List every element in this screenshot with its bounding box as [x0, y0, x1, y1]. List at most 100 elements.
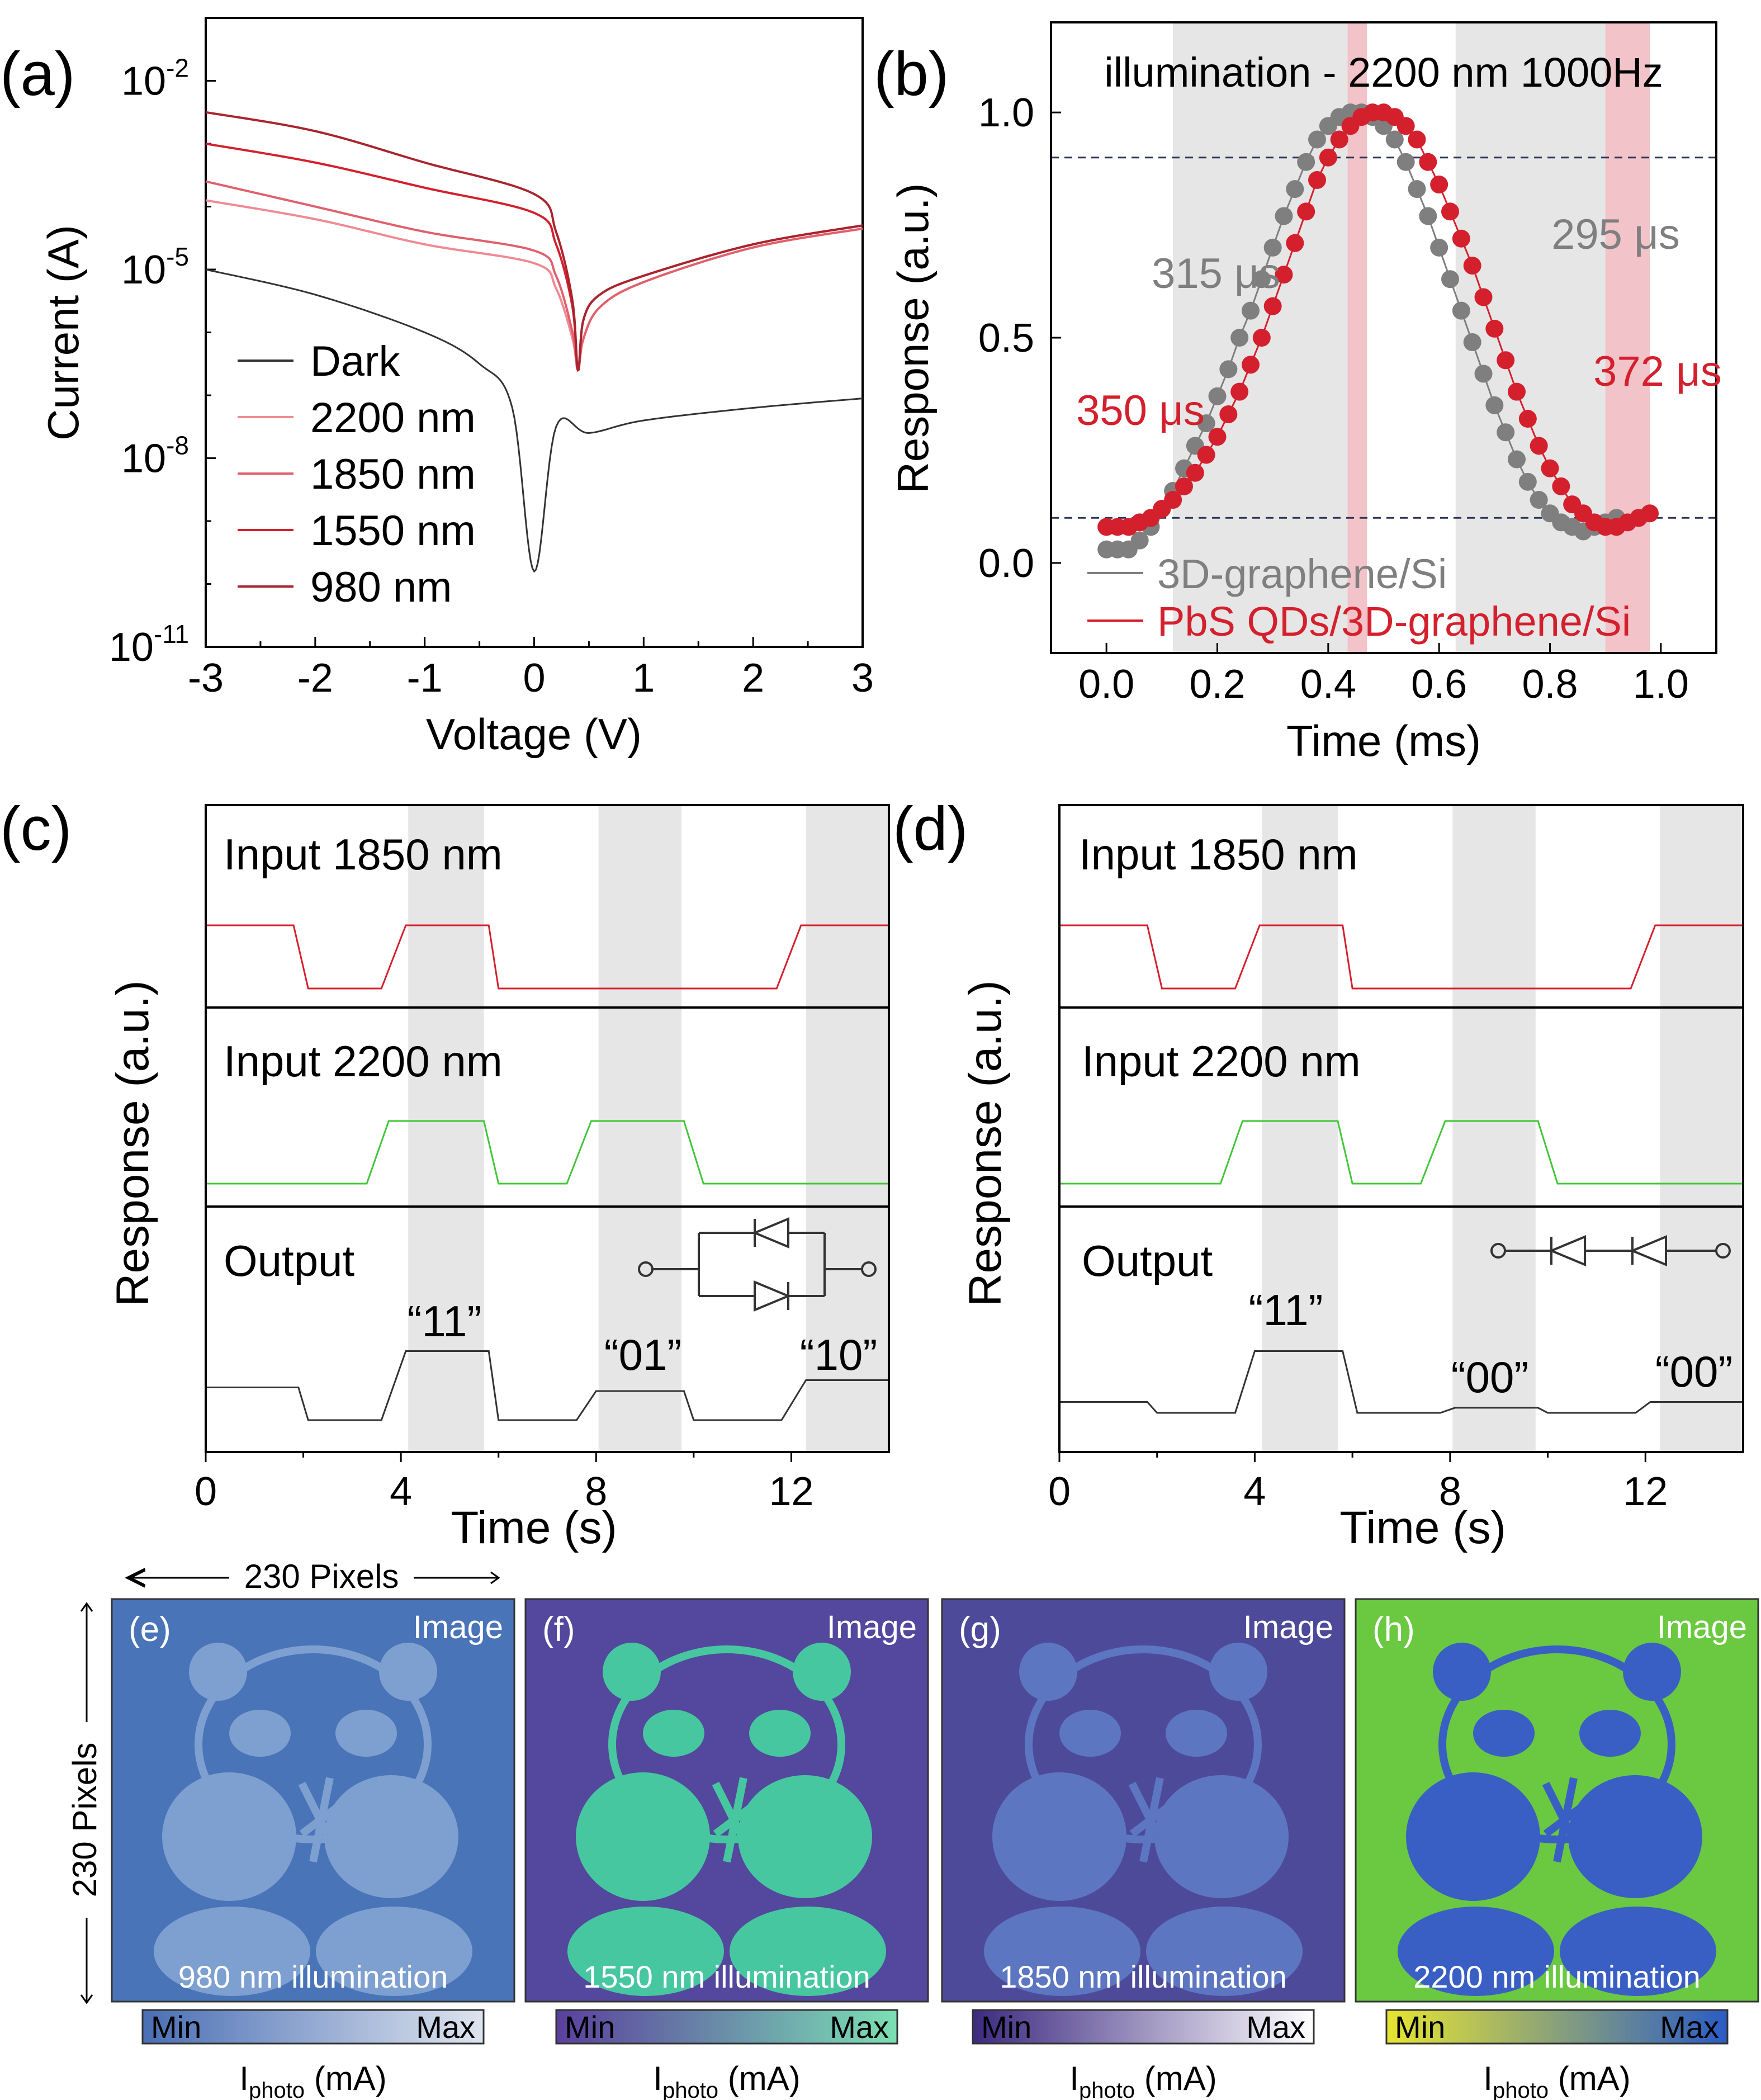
- panda-eye: [1473, 1710, 1535, 1757]
- panel-c-plot: [205, 804, 890, 1462]
- a-xtick-label: -2: [297, 656, 333, 701]
- b-data-point: [1497, 423, 1515, 442]
- b-data-point: [1252, 329, 1271, 347]
- panda-foot: [154, 1907, 310, 1996]
- b-data-point: [1530, 437, 1548, 455]
- logic-row-frame: [1058, 1205, 1744, 1453]
- panda-silhouette: [1398, 1643, 1716, 1996]
- panel-a: (a) 10-2 10-5 10-8 10-11 -3 -2 -1 0 1 2 3 Voltage…: [0, 17, 874, 759]
- a-xtick-label: -1: [407, 656, 443, 701]
- b-data-point: [1164, 491, 1182, 509]
- b-data-point: [1275, 266, 1293, 284]
- width-arrow-head: [490, 1571, 500, 1585]
- a-legend-label: 1850 nm: [310, 451, 476, 498]
- image-caption: 1550 nm illumination: [583, 1959, 870, 1994]
- colorbar: [972, 2009, 1315, 2045]
- logic-xtick-label: 12: [769, 1469, 813, 1514]
- bamboo: [712, 1777, 763, 1863]
- panda-foot: [984, 1907, 1140, 1996]
- b-data-point: [1408, 130, 1426, 149]
- panel-c-tag: (c): [0, 794, 72, 863]
- panel-b: (b) illumination - 2200 nm 1000Hz 315 μs…: [874, 21, 1722, 765]
- panda-ear: [1623, 1643, 1681, 1701]
- height-arrow-top-head: [80, 1602, 93, 1612]
- logic-xtick-label: 0: [1048, 1469, 1071, 1514]
- b-data-point: [1385, 130, 1404, 149]
- b-legend-label: PbS QDs/3D-graphene/Si: [1157, 598, 1631, 645]
- logic-xtick-label: 12: [1623, 1469, 1668, 1514]
- panel-d-tag: (d): [893, 794, 968, 863]
- logic-shaded-region: [1660, 805, 1743, 1452]
- panda-silhouette: [984, 1643, 1303, 1996]
- panda-eye: [1166, 1710, 1227, 1757]
- b-data-point: [1286, 180, 1304, 198]
- b-data-point: [1530, 491, 1548, 509]
- panel-c-row1-label: Input 1850 nm: [224, 830, 503, 879]
- panel-c-output-label-01: “01”: [604, 1330, 682, 1379]
- b-data-point: [1485, 396, 1504, 414]
- logic-shaded-region: [598, 805, 682, 1452]
- panel-c-row2-label: Input 2200 nm: [224, 1037, 503, 1086]
- panda-arm: [738, 1775, 872, 1898]
- b-data-point: [1463, 333, 1481, 352]
- logic-signal-line: [206, 1350, 889, 1421]
- logic-signal-line: [206, 924, 889, 990]
- panel-a-frame: [205, 17, 864, 648]
- b-data-point: [1230, 382, 1249, 401]
- b-legend-label: 3D-graphene/Si: [1157, 551, 1447, 597]
- colorbar-axis-label: Iphoto (mA): [1069, 2060, 1216, 2100]
- b-data-point: [1641, 504, 1659, 523]
- panel-a-xtick-labels: -3 -2 -1 0 1 2 3: [188, 656, 874, 701]
- image-label: Image: [827, 1609, 917, 1645]
- bamboo: [1542, 1777, 1593, 1863]
- panel-b-ytick-labels: 0.0 0.5 1.0: [978, 91, 1034, 586]
- logic-signal-line: [1059, 924, 1743, 990]
- imaging-section: 230 Pixels 230 Pixels (e) Image 980 nm ill…: [66, 1558, 1759, 2100]
- panel-b-series: [1097, 103, 1659, 559]
- image-label: Image: [413, 1609, 503, 1645]
- b-data-point: [1263, 297, 1282, 315]
- image-panel-tag: (f): [542, 1610, 575, 1649]
- panda-eye: [229, 1710, 291, 1757]
- b-data-point: [1242, 301, 1260, 320]
- panel-c-row3-label: Output: [224, 1236, 354, 1285]
- panda-arm: [1406, 1772, 1540, 1901]
- panel-c-xlabel: Time (s): [451, 1502, 617, 1553]
- height-arrow-bottom-head: [80, 1994, 93, 2004]
- panel-d-row1-label: Input 1850 nm: [1079, 830, 1358, 879]
- b-data-point: [1130, 531, 1149, 550]
- panda-ear: [603, 1643, 661, 1701]
- b-data-point: [1430, 176, 1448, 194]
- panda-arm: [162, 1772, 296, 1901]
- panda-head-outline: [608, 1645, 845, 1843]
- colorbar-max-label: Max: [1660, 2009, 1719, 2045]
- colorbar-min-label: Min: [1395, 2009, 1445, 2045]
- b-xtick-label: 0.4: [1300, 662, 1356, 707]
- b-data-point: [1242, 356, 1260, 374]
- panel-a-ytick-labels: 10-2 10-5 10-8 10-11: [109, 54, 189, 670]
- panel-a-series: [205, 111, 863, 573]
- b-data-point: [1197, 414, 1215, 433]
- b-data-point: [1408, 180, 1426, 198]
- a-series-line: [205, 180, 863, 372]
- panda-foot: [316, 1907, 472, 1996]
- a-series-line: [205, 111, 863, 372]
- panel-c-xtick-labels: 0 4 8 12: [195, 1469, 813, 1514]
- colorbar-max-label: Max: [830, 2009, 889, 2045]
- b-data-point: [1441, 270, 1459, 288]
- b-xtick-label: 0.0: [1078, 662, 1134, 707]
- panda-silhouette: [567, 1643, 886, 1996]
- image-panel-tag: (g): [959, 1610, 1001, 1649]
- panel-d: (d) Input 1850 nm Input 2200 nm Output “…: [893, 794, 1744, 1553]
- b-data-point: [1275, 207, 1293, 225]
- b-data-point: [1397, 153, 1415, 171]
- height-label: 230 Pixels: [66, 1743, 103, 1898]
- b-ytick-label: 1.0: [978, 91, 1034, 135]
- logic-xtick-label: 4: [390, 1469, 412, 1514]
- b-data-point: [1330, 130, 1348, 149]
- logic-xtick-label: 0: [195, 1469, 217, 1514]
- b-xtick-label: 1.0: [1633, 662, 1689, 707]
- b-data-point: [1518, 410, 1537, 428]
